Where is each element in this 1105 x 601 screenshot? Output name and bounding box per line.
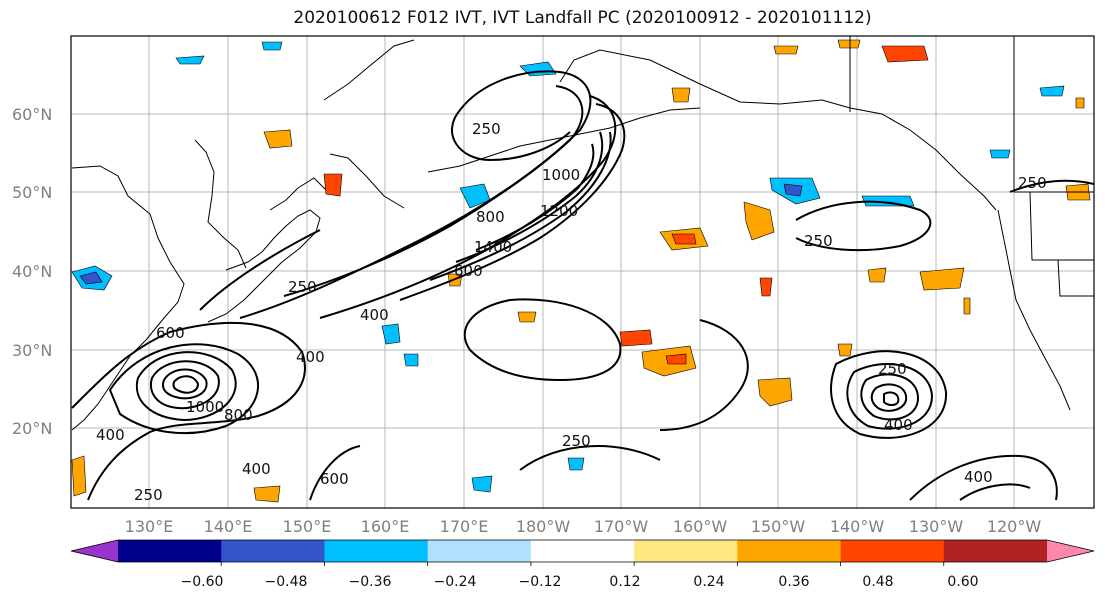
ivt-contours bbox=[71, 70, 1094, 501]
contour-label: 1400 bbox=[474, 238, 512, 256]
contour-label: 400 bbox=[964, 468, 993, 486]
contour-label: 1000 bbox=[542, 166, 580, 184]
contour-label: 250 bbox=[472, 120, 501, 138]
colorbar-extend-low bbox=[71, 540, 118, 562]
lon-axis: 130°E 140°E 150°E 160°E 170°E 180°W 170°… bbox=[125, 517, 1042, 536]
contour-label: 400 bbox=[242, 460, 271, 478]
lon-label: 120°W bbox=[987, 517, 1042, 536]
lat-label: 40°N bbox=[12, 262, 52, 281]
contour-label: 800 bbox=[224, 406, 253, 424]
lat-axis: 60°N 50°N 40°N 30°N 20°N bbox=[12, 105, 52, 438]
contour-labels: 250 250 250 250 250 250 250 400 400 400 … bbox=[96, 120, 1047, 504]
lon-label: 150°W bbox=[751, 517, 806, 536]
colorbar-extend-high bbox=[1047, 540, 1094, 562]
lon-label: 170°W bbox=[594, 517, 649, 536]
colorbar-tick-label: 0.48 bbox=[862, 574, 893, 590]
contour-label: 250 bbox=[878, 360, 907, 378]
lat-label: 30°N bbox=[12, 341, 52, 360]
colorbar-swatch bbox=[943, 540, 1048, 562]
contour-label: 250 bbox=[1018, 174, 1047, 192]
colorbar-swatch bbox=[634, 540, 738, 562]
contour-label: 250 bbox=[562, 432, 591, 450]
lon-label: 130°E bbox=[125, 517, 174, 536]
map-border bbox=[70, 35, 1095, 509]
contour-label: 1200 bbox=[540, 202, 578, 220]
contour-label: 800 bbox=[476, 208, 505, 226]
pc-shading bbox=[71, 39, 1091, 503]
colorbar bbox=[70, 539, 1095, 566]
contour-label: 600 bbox=[320, 470, 349, 488]
contour-label: 400 bbox=[884, 416, 913, 434]
lat-label: 20°N bbox=[12, 419, 52, 438]
lon-label: 170°E bbox=[440, 517, 489, 536]
colorbar-swatch bbox=[737, 540, 842, 562]
colorbar-tick-label: 0.60 bbox=[947, 574, 978, 590]
colorbar-tick-label: −0.48 bbox=[265, 574, 308, 590]
colorbar-tick-label: −0.24 bbox=[434, 574, 477, 590]
lon-label: 180°W bbox=[516, 517, 571, 536]
contour-label: 600 bbox=[454, 262, 483, 280]
colorbar-tick-labels: −0.60 −0.48 −0.36 −0.24 −0.12 0.12 0.24 … bbox=[181, 574, 979, 590]
contour-label: 400 bbox=[96, 426, 125, 444]
colorbar-outline bbox=[70, 539, 1095, 563]
contour-label: 250 bbox=[134, 486, 163, 504]
contour-label: 250 bbox=[288, 278, 317, 296]
lon-label: 140°E bbox=[204, 517, 253, 536]
lat-label: 60°N bbox=[12, 105, 52, 124]
colorbar-tick-label: 0.36 bbox=[778, 574, 809, 590]
contour-label: 600 bbox=[156, 324, 185, 342]
contour-label: 250 bbox=[804, 232, 833, 250]
lon-label: 130°W bbox=[909, 517, 964, 536]
map-title: 2020100612 F012 IVT, IVT Landfall PC (20… bbox=[293, 8, 872, 28]
contour-label: 400 bbox=[296, 348, 325, 366]
colorbar-swatch bbox=[530, 540, 635, 562]
colorbar-swatch bbox=[840, 540, 945, 562]
lat-label: 50°N bbox=[12, 183, 52, 202]
colorbar-swatch bbox=[427, 540, 532, 562]
colorbar-tick-label: −0.12 bbox=[519, 574, 562, 590]
colorbar-tick-label: −0.36 bbox=[349, 574, 392, 590]
colorbar-swatch bbox=[118, 540, 222, 562]
colorbar-tick-label: −0.60 bbox=[181, 574, 224, 590]
lon-label: 160°W bbox=[673, 517, 728, 536]
colorbar-tick-label: 0.24 bbox=[693, 574, 724, 590]
colorbar-swatch bbox=[324, 540, 429, 562]
contour-label: 400 bbox=[360, 306, 389, 324]
colorbar-swatch bbox=[221, 540, 325, 562]
lon-label: 140°W bbox=[830, 517, 885, 536]
colorbar-tick-label: 0.12 bbox=[609, 574, 640, 590]
contour-label: 1000 bbox=[186, 398, 224, 416]
lon-label: 150°E bbox=[283, 517, 332, 536]
lon-label: 160°E bbox=[361, 517, 410, 536]
